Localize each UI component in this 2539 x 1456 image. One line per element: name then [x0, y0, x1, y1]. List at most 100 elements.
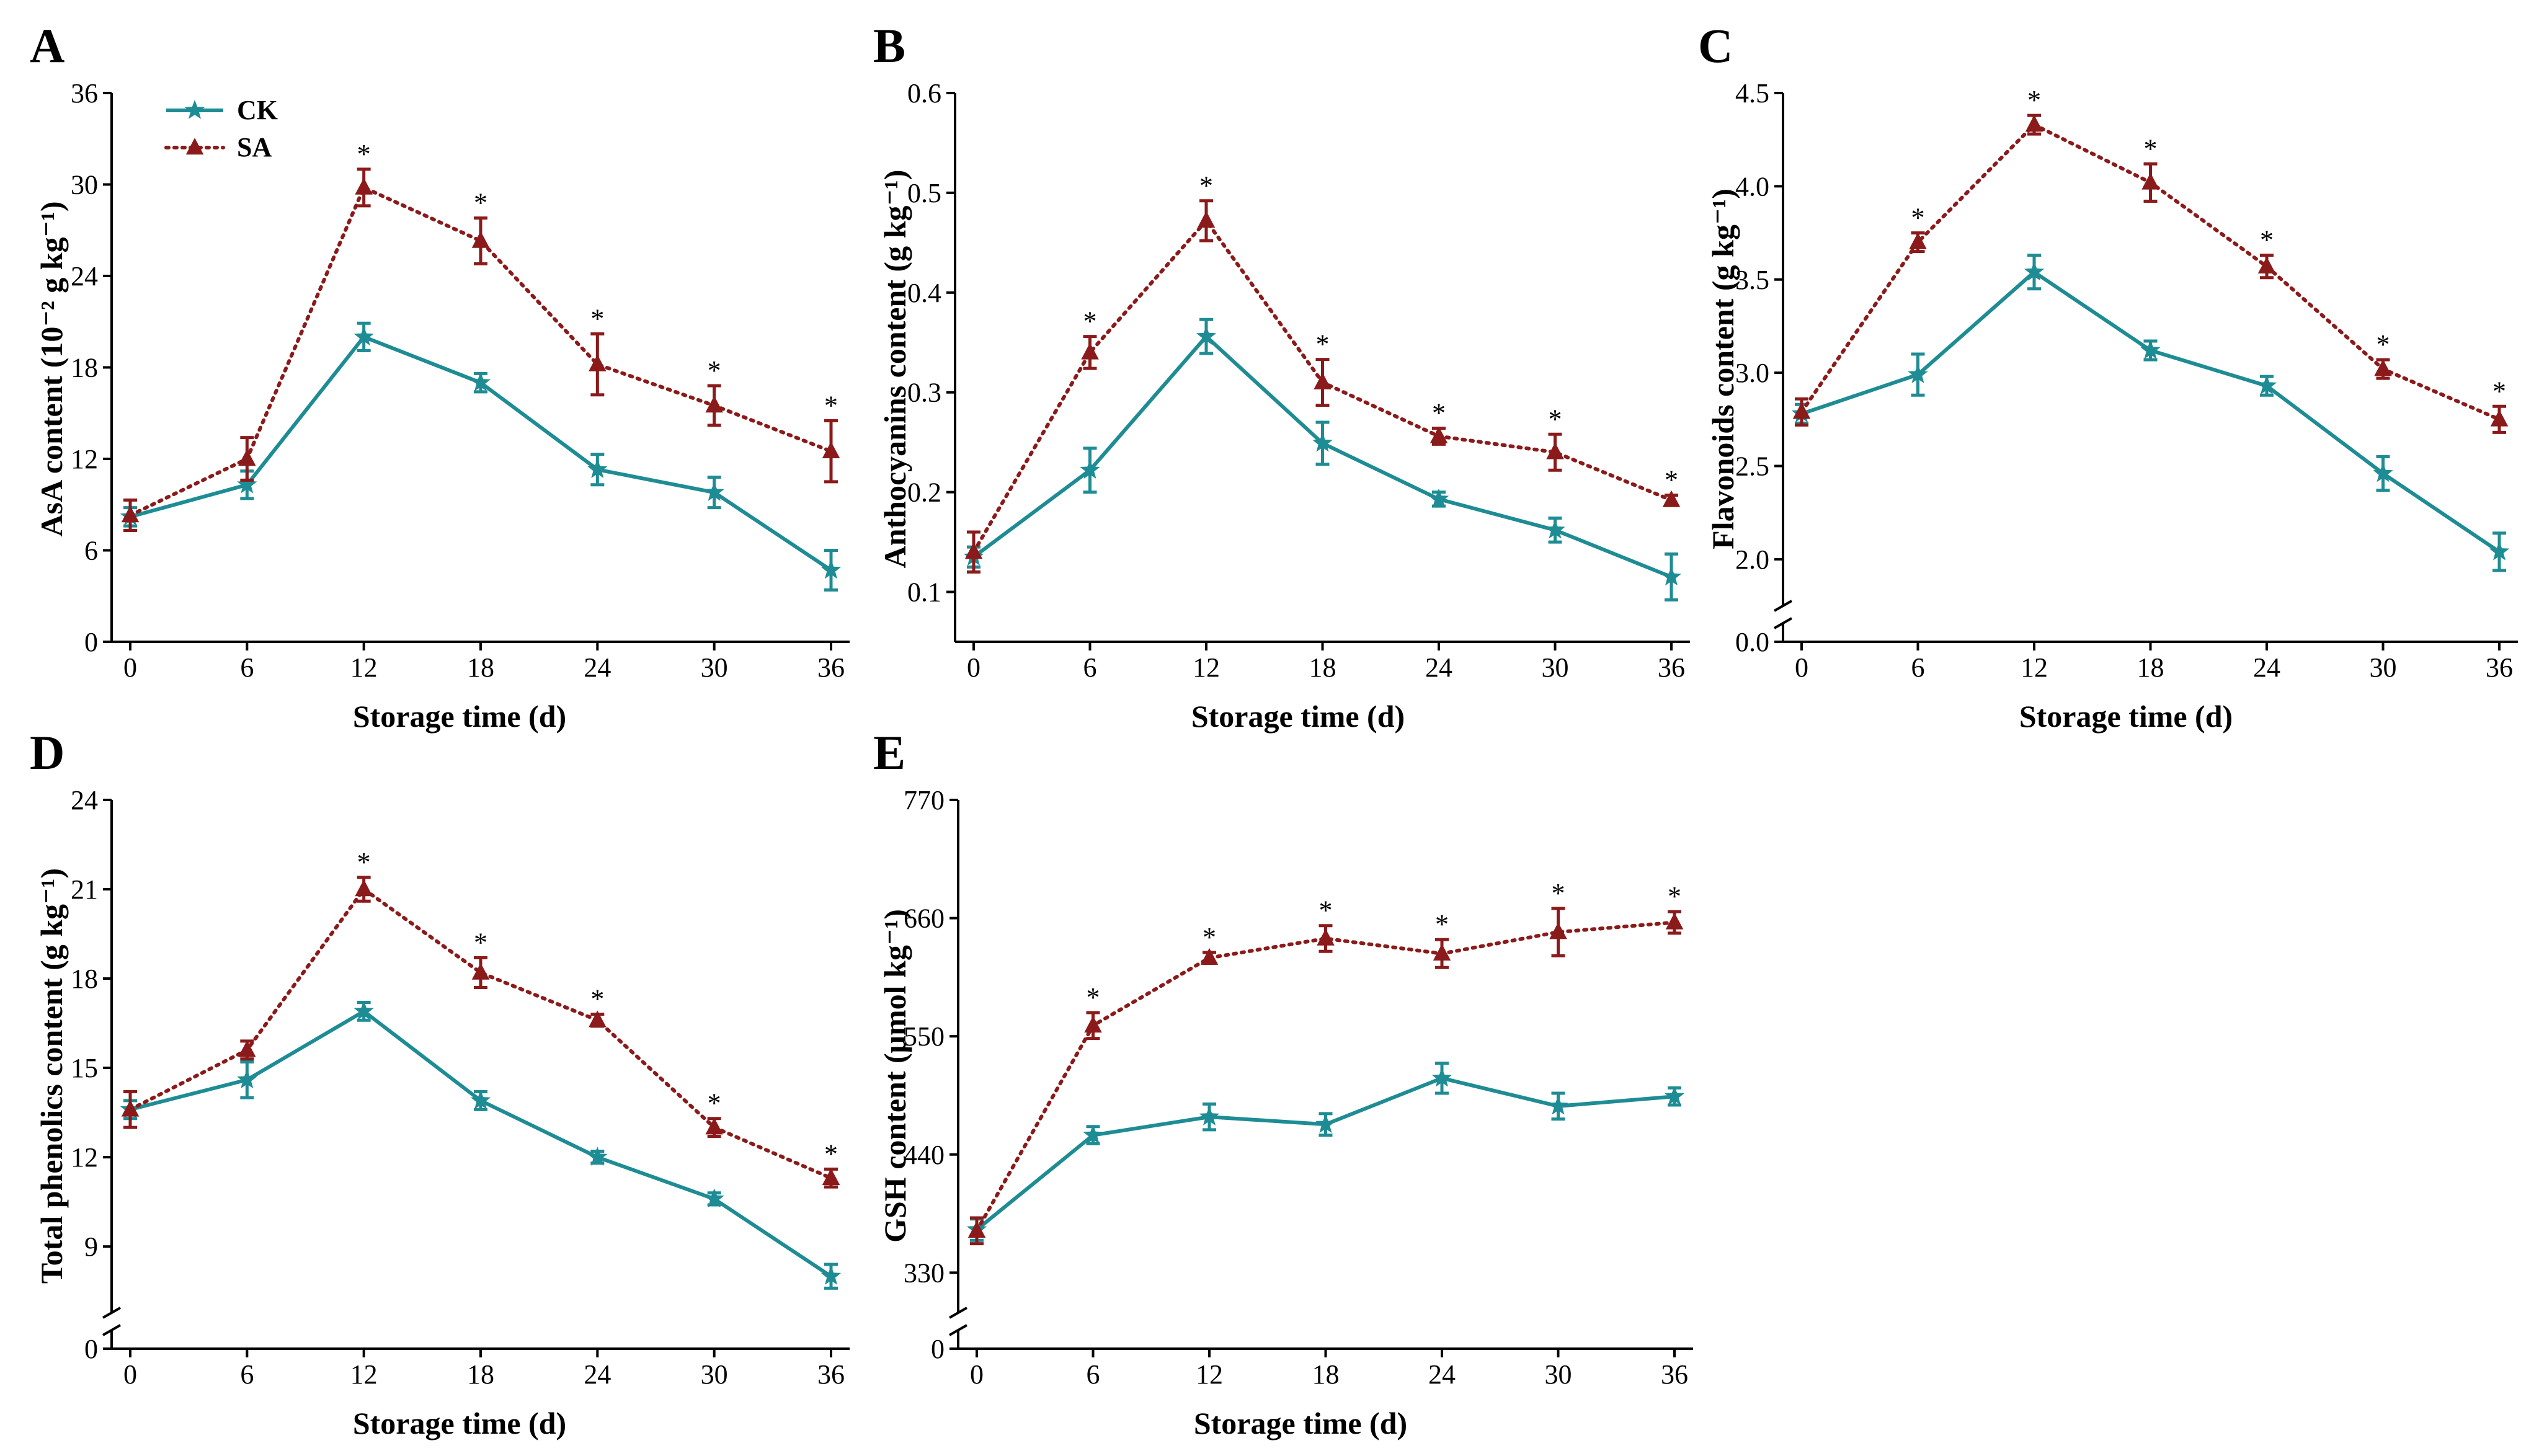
y-tick-label: 3.0	[1735, 358, 1769, 388]
legend: CK SA	[164, 95, 278, 162]
x-tick-label: 36	[1661, 1359, 1688, 1390]
data-point-sa	[2141, 172, 2159, 190]
significance-star: *	[1432, 398, 1446, 428]
x-tick-label: 6	[240, 652, 254, 683]
data-point-sa	[1200, 948, 1219, 965]
data-point-sa	[471, 231, 490, 248]
significance-star: *	[357, 139, 371, 169]
panel-label: E	[873, 726, 905, 779]
x-tick-label: 12	[1196, 1359, 1223, 1390]
series-sa: * * * * * *	[964, 171, 1681, 574]
panel-d: D Storage time (d) Total phenolics conte…	[30, 726, 850, 1440]
data-point-ck	[1199, 1106, 1220, 1125]
significance-star: *	[2027, 85, 2041, 115]
series-line-ck	[976, 1076, 1675, 1232]
data-point-sa	[2490, 409, 2509, 427]
legend-sa-marker	[185, 138, 204, 155]
data-point-sa	[705, 1117, 723, 1135]
data-point-ck	[2024, 261, 2045, 281]
y-tick-label: 0.0	[1735, 627, 1769, 657]
data-point-ck	[1428, 488, 1449, 508]
data-point-sa	[355, 177, 373, 195]
data-point-sa	[2257, 257, 2276, 273]
x-axis-title: Storage time (d)	[2019, 699, 2233, 734]
data-point-sa	[1549, 922, 1567, 939]
significance-star: *	[1668, 881, 1681, 912]
data-point-ck	[704, 1188, 724, 1208]
data-point-ck	[354, 1000, 374, 1020]
x-tick-label: 18	[467, 652, 494, 683]
y-tick-label: 0.3	[907, 378, 941, 408]
x-tick-label: 36	[2486, 652, 2513, 683]
axes: 0 6 12 18 24 30 36 0.0 2.0 2.5 3.0 3.5 4.0 4.5	[1735, 78, 2518, 683]
legend-ck-marker	[184, 100, 205, 119]
significance-star: *	[2260, 225, 2274, 255]
data-point-ck	[1083, 1124, 1103, 1144]
data-point-sa	[1317, 928, 1335, 946]
data-point-sa	[964, 542, 983, 559]
x-tick-label: 24	[584, 652, 611, 683]
data-point-ck	[820, 559, 842, 579]
data-point-ck	[2373, 463, 2393, 482]
y-tick-label: 0	[84, 1334, 98, 1364]
series-line-ck	[1801, 269, 2501, 554]
y-tick-label: 36	[71, 78, 98, 109]
data-point-ck	[1431, 1067, 1452, 1087]
panel-label: C	[1698, 19, 1733, 73]
x-tick-label: 18	[467, 1359, 494, 1390]
significance-star: *	[708, 355, 721, 386]
series-ck	[120, 321, 842, 592]
x-tick-label: 12	[1193, 652, 1220, 683]
legend-sa-label: SA	[237, 132, 272, 162]
significance-star: *	[2377, 329, 2390, 360]
y-tick-label: 4.5	[1735, 78, 1769, 109]
y-tick-label: 9	[84, 1232, 98, 1262]
significance-star: *	[1319, 895, 1333, 926]
x-tick-label: 0	[967, 652, 980, 683]
panel-b: B Storage time (d) Anthocyanins content …	[873, 19, 1690, 734]
x-tick-label: 30	[1545, 1359, 1572, 1390]
x-tick-label: 0	[123, 1359, 137, 1390]
data-point-ck	[1908, 364, 1928, 383]
x-tick-label: 18	[1309, 652, 1336, 683]
y-axis-title: GSH content (μmol kg⁻¹)	[878, 909, 912, 1243]
significance-star: *	[2492, 376, 2506, 406]
data-point-sa	[471, 962, 490, 980]
significance-star: *	[1316, 329, 1330, 360]
data-point-sa	[967, 1221, 986, 1238]
panel-label: A	[30, 19, 64, 73]
significance-star: *	[1083, 306, 1097, 337]
y-tick-label: 0.6	[907, 78, 941, 109]
data-point-ck	[1548, 1095, 1568, 1115]
legend-ck-symbol	[184, 100, 205, 119]
data-point-sa	[1546, 442, 1564, 459]
data-point-sa	[2374, 359, 2392, 376]
y-tick-label: 4.0	[1735, 171, 1769, 202]
x-tick-label: 0	[970, 1359, 984, 1390]
data-point-ck	[1664, 1086, 1685, 1105]
y-tick-label: 21	[71, 874, 98, 905]
y-tick-label: 6	[84, 536, 98, 566]
panel-e: E Storage time (d) GSH content (μmol kg⁻…	[873, 726, 1693, 1440]
y-tick-label: 0	[931, 1334, 945, 1364]
y-tick-label: 18	[71, 353, 98, 383]
significance-star: *	[1911, 203, 1925, 233]
y-tick-label: 550	[904, 1021, 945, 1052]
y-tick-label: 24	[71, 261, 98, 291]
x-tick-label: 24	[584, 1359, 611, 1390]
y-tick-label: 12	[71, 1142, 98, 1173]
legend-sa-symbol	[185, 138, 204, 155]
data-point-sa	[121, 505, 140, 523]
data-point-sa	[1197, 211, 1216, 228]
data-point-sa	[1909, 232, 1927, 249]
significance-star: *	[357, 847, 371, 877]
y-tick-label: 330	[904, 1258, 945, 1288]
significance-star: *	[1087, 982, 1100, 1013]
y-tick-label: 0.1	[907, 577, 941, 608]
series-line-ck	[130, 1009, 832, 1278]
axes: 0 6 12 18 24 30 36 0 6 12 18 24 30 36	[71, 78, 850, 683]
series-line-ck	[130, 334, 832, 572]
series-sa: * * * * *	[121, 847, 840, 1189]
y-tick-label: 24	[71, 785, 98, 815]
